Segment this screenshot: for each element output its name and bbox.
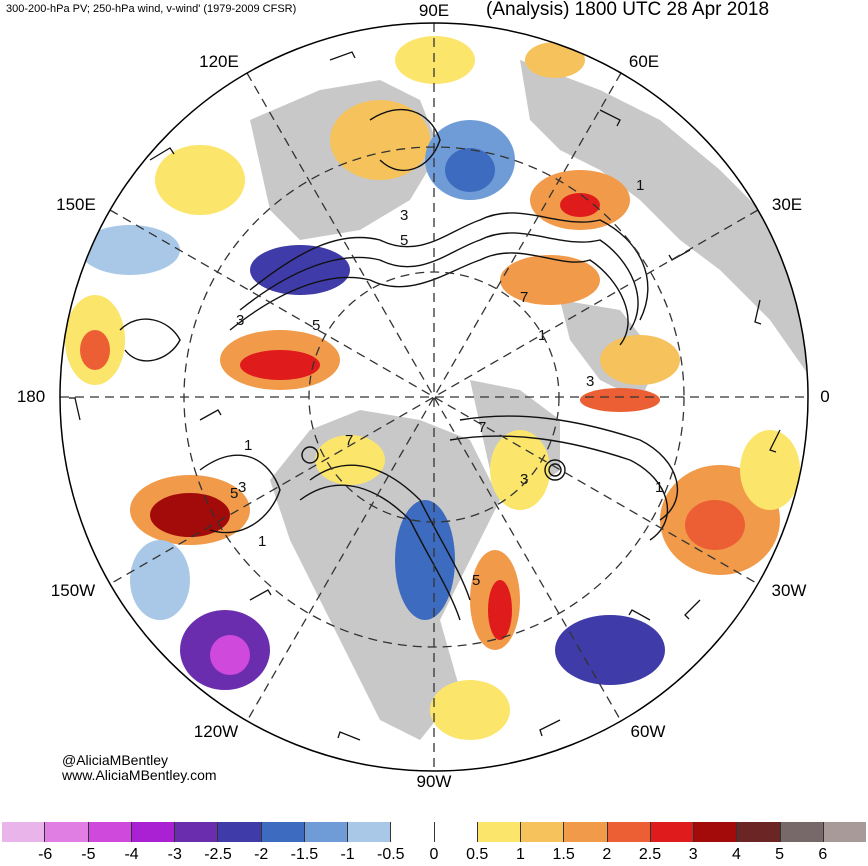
- colorbar-tick-label: -4: [124, 846, 139, 863]
- contour-label: 3: [520, 471, 528, 488]
- wind-barbs: [69, 51, 781, 741]
- graticule: [60, 23, 808, 771]
- colorbar: [2, 822, 866, 842]
- colorbar-swatch: [391, 822, 435, 842]
- colorbar-swatch: [650, 822, 694, 842]
- colorbar-swatch: [45, 822, 89, 842]
- map-boundary: [59, 22, 809, 772]
- colorbar-tick-label: -2.5: [204, 846, 232, 863]
- contour-label: 3: [238, 479, 246, 496]
- map-disc: 1 3 5 7 1 3 5 7 3 1 5 7 1 3 5 1 3: [60, 23, 808, 771]
- colorbar-tick-label: -3: [167, 846, 182, 863]
- pv-anomaly-shading: [65, 36, 800, 740]
- colorbar-tick-label: -2: [254, 846, 269, 863]
- lon-label-90e: 90E: [418, 1, 450, 20]
- colorbar-swatch: [607, 822, 651, 842]
- colorbar-tick-label: -6: [38, 846, 53, 863]
- contour-label: 3: [236, 312, 244, 329]
- colorbar-tick-label: 1.5: [552, 846, 575, 863]
- contour-label: 7: [520, 289, 528, 306]
- colorbar-swatch: [218, 822, 262, 842]
- colorbar-swatch: [737, 822, 781, 842]
- contour-label: 5: [230, 485, 238, 502]
- map-title: (Analysis) 1800 UTC 28 Apr 2018: [486, 0, 770, 20]
- lon-label-90w: 90W: [416, 772, 452, 791]
- colorbar-swatch: [780, 822, 824, 842]
- author-handle: @AliciaMBentley: [62, 752, 169, 768]
- colorbar-swatch: [521, 822, 565, 842]
- lon-label-120w: 120W: [193, 722, 239, 741]
- colorbar-tick-label: -0.5: [377, 846, 405, 863]
- lon-label-30w: 30W: [771, 581, 807, 600]
- colorbar-tick-label: -5: [81, 846, 96, 863]
- contour-label: 1: [636, 177, 644, 194]
- colorbar-swatch: [175, 822, 219, 842]
- contour-label: 1: [244, 437, 252, 454]
- colorbar-swatch: [564, 822, 608, 842]
- contour-label: 1: [655, 479, 663, 496]
- colorbar-swatch: [304, 822, 348, 842]
- lon-label-0: 0: [820, 387, 830, 406]
- contour-label: 1: [258, 533, 266, 550]
- colorbar-tick-label: 0.5: [466, 846, 489, 863]
- lon-label-120e: 120E: [199, 52, 239, 71]
- colorbar-swatch: [348, 822, 392, 842]
- lon-label-150e: 150E: [56, 195, 96, 214]
- colorbar-tick-label: 2: [602, 846, 612, 863]
- colorbar-swatch: [2, 822, 46, 842]
- colorbar-swatch: [131, 822, 175, 842]
- contour-label: 3: [586, 373, 594, 390]
- lon-label-180: 180: [16, 387, 46, 406]
- colorbar-tick-label: 1: [515, 846, 525, 863]
- colorbar-tick-label: -1: [340, 846, 355, 863]
- lon-label-30e: 30E: [771, 195, 803, 214]
- lon-label-150w: 150W: [50, 581, 96, 600]
- contour-label: 7: [345, 432, 353, 449]
- colorbar-swatch: [477, 822, 521, 842]
- author-website: www.AliciaMBentley.com: [62, 767, 217, 783]
- colorbar-tick-label: 0: [429, 846, 439, 863]
- lon-label-60w: 60W: [630, 722, 666, 741]
- colorbar-tick-label: 2.5: [638, 846, 662, 863]
- colorbar-swatch: [694, 822, 738, 842]
- contour-label: 3: [400, 207, 408, 224]
- contour-label: 5: [400, 232, 408, 249]
- contour-label-group: 1 3 5 7 1 3 5 7 3 1 5 7 1 3 5 1 3: [230, 177, 663, 589]
- colorbar-tick-label: 3: [688, 846, 698, 863]
- contour-label: 7: [478, 419, 486, 436]
- colorbar-swatch: [88, 822, 132, 842]
- colorbar-tick-label: 6: [818, 846, 828, 863]
- colorbar-tick-label: 4: [731, 846, 741, 863]
- lon-label-60e: 60E: [628, 52, 660, 71]
- colorbar-ticks: -6 -5 -4 -3 -2.5 -2 -1.5 -1 -0.5 0 0.5 1 1.5 2 2.5 3 4 5 6: [0, 846, 868, 866]
- colorbar-tick-label: -1.5: [290, 846, 319, 863]
- colorbar-swatch: [261, 822, 305, 842]
- colorbar-swatch: [434, 822, 478, 842]
- colorbar-swatch: [823, 822, 866, 842]
- colorbar-tick-label: 5: [775, 846, 785, 863]
- map-subtitle: 300-200-hPa PV; 250-hPa wind, v-wind' (1…: [6, 3, 297, 15]
- contour-label: 5: [312, 317, 320, 334]
- contour-label: 5: [472, 572, 480, 589]
